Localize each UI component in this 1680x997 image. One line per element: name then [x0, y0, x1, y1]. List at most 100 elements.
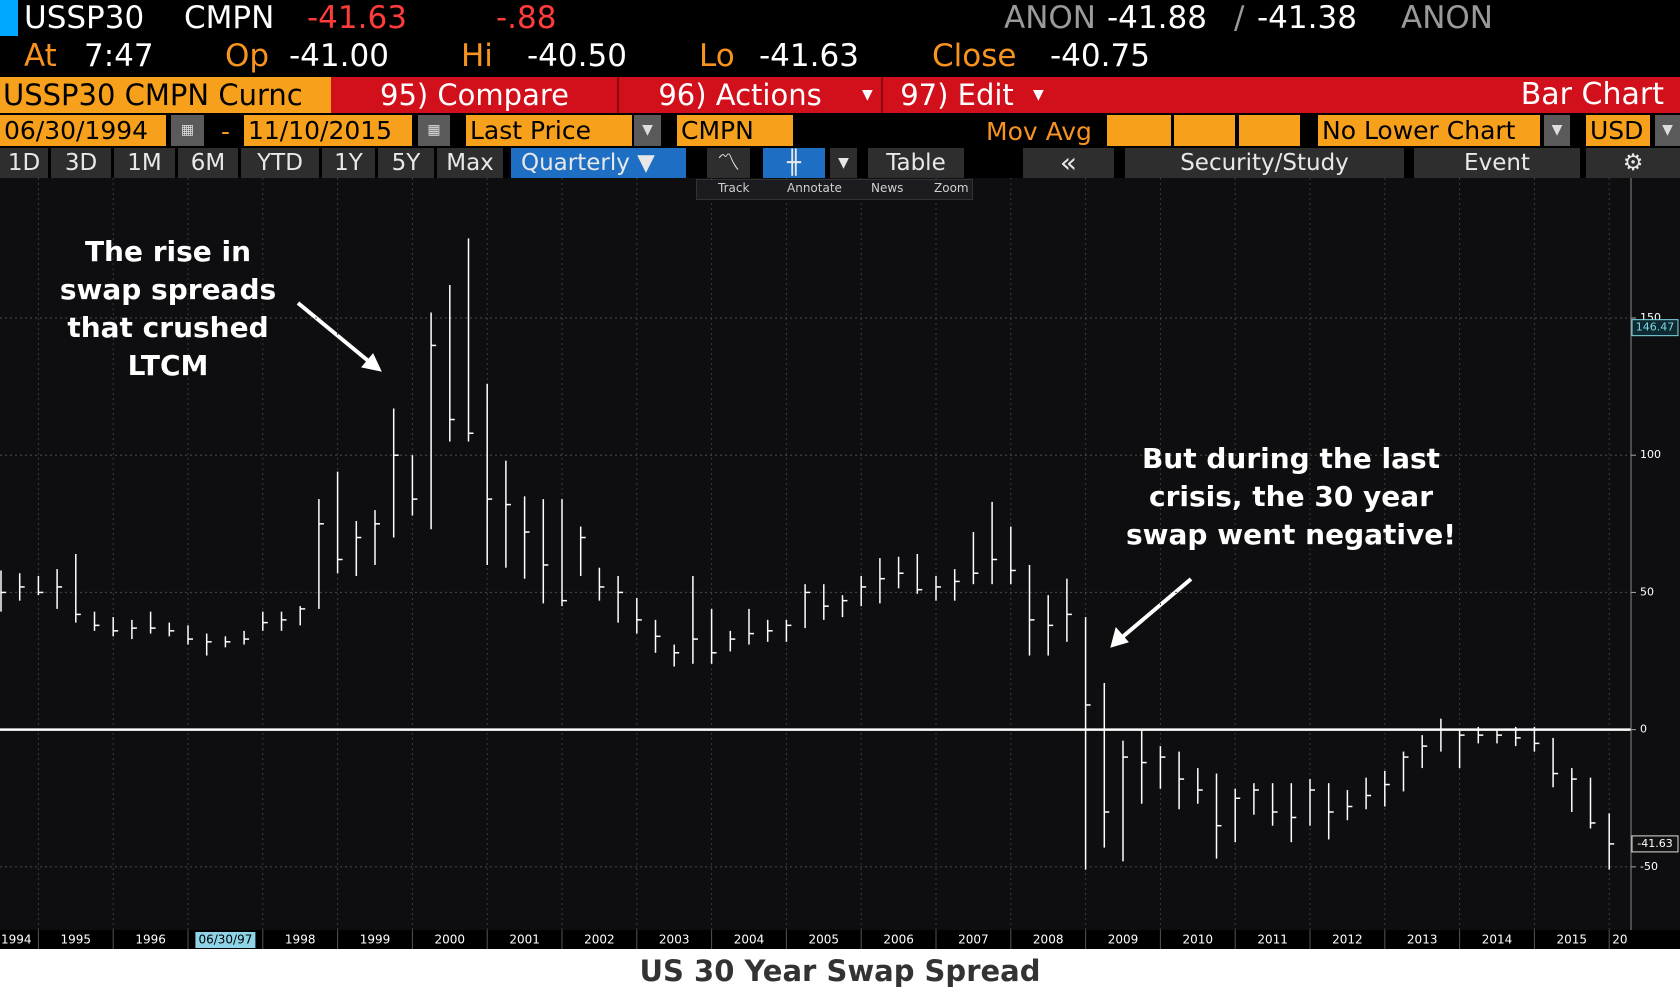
x-label-highlight [195, 932, 256, 948]
x-tick-label: 2009 [1108, 933, 1139, 947]
range-button[interactable]: Max [437, 148, 503, 178]
range-button[interactable]: 1D [0, 148, 48, 178]
x-tick-label: 2008 [1033, 933, 1064, 947]
ticker: USSP30 [24, 0, 145, 36]
source-field[interactable]: CMPN [677, 115, 793, 146]
ask-source: ANON [1401, 0, 1493, 36]
dropdown-arrow: ▼ [1033, 87, 1044, 103]
y-tick-label: -50 [1640, 860, 1658, 873]
study-param[interactable] [1107, 115, 1171, 146]
price-label-text: -41.63 [1637, 837, 1672, 850]
track-tool[interactable]: Track [718, 181, 750, 195]
x-tick-label: 2003 [659, 933, 690, 947]
y-tick-label: 0 [1640, 723, 1647, 736]
time-label: At [24, 38, 57, 74]
event-button[interactable]: Event [1414, 148, 1580, 178]
annotation: LTCM [128, 349, 209, 382]
period-select[interactable]: Quarterly ▼ [511, 148, 686, 178]
close: -40.75 [1050, 38, 1150, 74]
x-tick-label: 2007 [958, 933, 989, 947]
low: -41.63 [759, 38, 859, 74]
dropdown-arrow[interactable]: ▼ [1655, 115, 1680, 146]
period-label: Quarterly [521, 150, 630, 176]
dropdown-arrow[interactable]: ▼ [634, 115, 661, 146]
compare-button[interactable]: 95) Compare [332, 77, 619, 113]
range-button[interactable]: 3D [51, 148, 111, 178]
x-tick-label: 2001 [509, 933, 540, 947]
price-label-box [1631, 319, 1679, 337]
start-date[interactable]: 06/30/1994 [0, 115, 166, 146]
x-tick-label: 2005 [809, 933, 840, 947]
x-tick-label: 06/30/97 [198, 933, 252, 947]
arrow [296, 301, 374, 366]
price-label: 146.47 [1631, 319, 1679, 337]
price-label: -41.63 [1631, 835, 1679, 853]
line-chart-button[interactable]: 〽 [707, 148, 750, 178]
date-separator: - [221, 117, 231, 146]
settings-button[interactable]: ⚙ [1586, 148, 1680, 178]
news-tool[interactable]: News [871, 181, 904, 195]
calendar-icon[interactable]: ▦ [171, 115, 204, 146]
zoom-tool[interactable]: Zoom [934, 181, 969, 195]
dropdown-arrow[interactable]: ▼ [1544, 115, 1570, 146]
x-tick-label: 1998 [285, 933, 316, 947]
x-tick-label: 2014 [1482, 933, 1513, 947]
dropdown-arrow[interactable]: ▼ [830, 148, 857, 178]
range-button[interactable]: YTD [241, 148, 319, 178]
caption-background [0, 949, 1680, 997]
x-axis-strip [0, 930, 1680, 949]
x-tick-label: 2012 [1332, 933, 1363, 947]
source: CMPN [184, 0, 275, 36]
high-label: Hi [461, 38, 493, 74]
collapse-button[interactable]: « [1023, 148, 1114, 178]
separator: / [1234, 0, 1245, 36]
field-select[interactable]: Last Price [466, 115, 632, 146]
range-button[interactable]: 1Y [322, 148, 375, 178]
security-field[interactable]: USSP30 CMPN Curnc [0, 77, 331, 113]
open: -41.00 [289, 38, 389, 74]
chart-title: US 30 Year Swap Spread [639, 954, 1040, 988]
study-label: Mov Avg [986, 117, 1092, 146]
high: -40.50 [527, 38, 627, 74]
x-tick-label: 1996 [135, 933, 166, 947]
end-date[interactable]: 11/10/2015 [244, 115, 412, 146]
low-label: Lo [699, 38, 735, 74]
price-label-text: 146.47 [1636, 321, 1675, 334]
security-study-button[interactable]: Security/Study [1125, 148, 1404, 178]
calendar-icon[interactable]: ▦ [418, 115, 450, 146]
x-tick-label: 2002 [584, 933, 615, 947]
y-tick-label: 100 [1640, 448, 1661, 461]
x-tick-label: 1994 [1, 933, 32, 947]
view-title: Bar Chart [1520, 77, 1664, 112]
net-change: -.88 [496, 0, 557, 36]
lower-chart-select[interactable]: No Lower Chart [1318, 115, 1540, 146]
edit-button[interactable]: 97) Edit [881, 77, 1031, 113]
table-button[interactable]: Table [868, 148, 964, 178]
last-price: -41.63 [307, 0, 407, 36]
currency-select[interactable]: USD [1586, 115, 1650, 146]
annotate-tool[interactable]: Annotate [787, 181, 842, 195]
study-param[interactable] [1174, 115, 1235, 146]
actions-button[interactable]: 96) Actions [621, 77, 859, 113]
annotation: crisis, the 30 year [1149, 480, 1433, 513]
status-block [0, 0, 18, 36]
range-button[interactable]: 6M [178, 148, 238, 178]
x-tick-label: 2011 [1257, 933, 1288, 947]
annotation: The rise in [85, 235, 251, 268]
arrow-head [361, 353, 382, 372]
range-button[interactable]: 1M [114, 148, 175, 178]
study-param[interactable] [1239, 115, 1300, 146]
x-tick-label: 2015 [1557, 933, 1588, 947]
x-tick-label: 2000 [435, 933, 466, 947]
x-tick-label: 2004 [734, 933, 765, 947]
bar-chart-button[interactable]: ╫ [763, 148, 825, 178]
range-button[interactable]: 5Y [378, 148, 434, 178]
time: 7:47 [84, 38, 154, 74]
close-label: Close [932, 38, 1017, 74]
y-tick-label: 50 [1640, 585, 1654, 598]
x-tick-label: 2013 [1407, 933, 1438, 947]
bid-source: ANON [1004, 0, 1096, 36]
ask: -41.38 [1257, 0, 1357, 36]
